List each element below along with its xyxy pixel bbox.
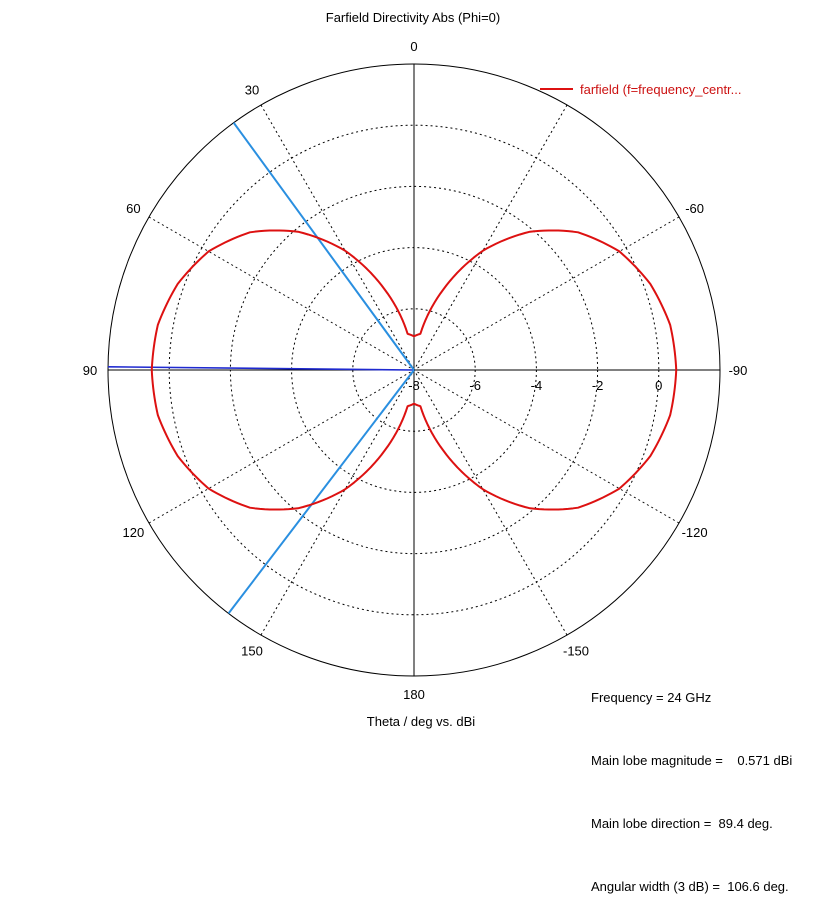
info-panel: Frequency = 24 GHz Main lobe magnitude =…: [591, 645, 792, 918]
angle-tick-label: 30: [245, 82, 259, 97]
radial-tick-label: 0: [655, 378, 662, 393]
angle-tick-label: 90: [83, 363, 97, 378]
series-line: [150, 229, 678, 511]
radial-tick-labels: -8 -6 -4 -2 0: [408, 378, 662, 393]
chart-title: Farfield Directivity Abs (Phi=0): [326, 10, 500, 25]
main-lobe-direction-text: Main lobe direction = 89.4 deg.: [591, 816, 773, 831]
angle-tick-label: -120: [682, 525, 708, 540]
angle-tick-label: 60: [126, 201, 140, 216]
marker-line: [227, 369, 415, 615]
angle-tick-label: 180: [403, 687, 425, 702]
angle-tick-label: 0: [410, 39, 417, 54]
x-axis-label: Theta / deg vs. dBi: [367, 714, 476, 729]
radial-tick-label: -4: [531, 378, 543, 393]
series-group: [150, 229, 678, 511]
angular-width-text: Angular width (3 dB) = 106.6 deg.: [591, 879, 789, 894]
angle-tick-label: -90: [729, 363, 748, 378]
radial-tick-label: -8: [408, 378, 420, 393]
angle-tick-label: -60: [685, 201, 704, 216]
beam-markers: [108, 122, 415, 615]
radial-tick-label: -2: [592, 378, 604, 393]
main-lobe-magnitude-text: Main lobe magnitude = 0.571 dBi: [591, 753, 793, 768]
marker-line: [232, 122, 415, 371]
legend: farfield (f=frequency_centr...: [540, 82, 742, 97]
angle-tick-label: 120: [123, 525, 145, 540]
frequency-text: Frequency = 24 GHz: [591, 690, 712, 705]
polar-chart: Farfield Directivity Abs (Phi=0) 0 30 60 90…: [83, 10, 748, 729]
angle-tick-label: 150: [241, 644, 263, 659]
marker-line: [108, 365, 415, 371]
radial-tick-label: -6: [469, 378, 481, 393]
legend-label: farfield (f=frequency_centr...: [580, 82, 742, 97]
angle-tick-label: -150: [563, 644, 589, 659]
